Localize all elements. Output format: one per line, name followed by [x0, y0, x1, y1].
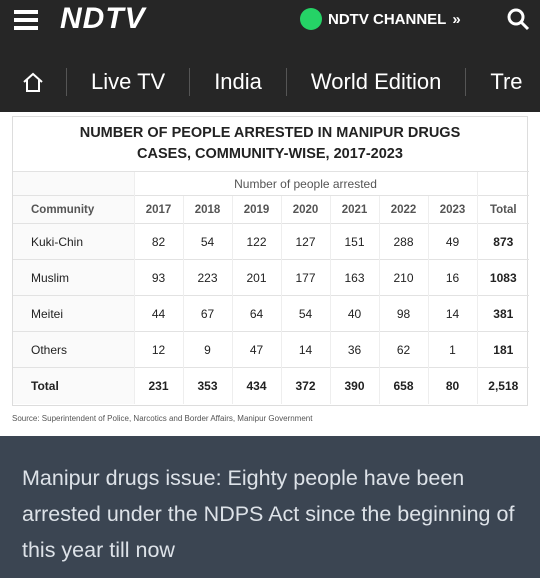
header-cell: Community — [13, 195, 134, 224]
table-cell: 40 — [329, 295, 379, 332]
table-cell: Kuki-Chin — [13, 223, 134, 260]
table-card: NUMBER OF PEOPLE ARRESTED IN MANIPUR DRU… — [12, 116, 530, 406]
table-cell: 127 — [280, 223, 330, 260]
table-cell: 54 — [280, 295, 330, 332]
source-note: Source: Superintendent of Police, Narcot… — [12, 414, 313, 423]
table-cell: 223 — [182, 259, 232, 296]
table-cell: 16 — [427, 259, 478, 296]
headline[interactable]: Manipur drugs issue: Eighty people have … — [22, 466, 515, 562]
headline-panel: Manipur drugs issue: Eighty people have … — [0, 436, 540, 578]
table-cell: 36 — [329, 331, 379, 368]
table-cell: 14 — [280, 331, 330, 368]
table-cell: 12 — [133, 331, 183, 368]
logo[interactable]: NDTV — [60, 2, 146, 35]
table-cell: Meitei — [13, 295, 134, 332]
table-cell: 658 — [378, 367, 428, 404]
table-cell: 49 — [427, 223, 478, 260]
table-cell: 54 — [182, 223, 232, 260]
table-cell: 231 — [133, 367, 183, 404]
home-icon[interactable] — [22, 71, 44, 93]
data-table: Number of people arrested Community 2017 20… — [13, 171, 530, 404]
table-cell: Muslim — [13, 259, 134, 296]
table-row: Total 231 353 434 372 390 658 80 2,518 — [13, 367, 530, 404]
group-header: Number of people arrested — [133, 171, 478, 196]
table-cell: 1083 — [476, 259, 530, 296]
header-cell: 2019 — [231, 195, 281, 224]
table-cell: 181 — [476, 331, 530, 368]
table-cell: 2,518 — [476, 367, 530, 404]
table-cell: 14 — [427, 295, 478, 332]
table-cell: 47 — [231, 331, 281, 368]
table-cell: 873 — [476, 223, 530, 260]
table-cell: 80 — [427, 367, 478, 404]
search-icon[interactable] — [506, 7, 530, 31]
table-cell: 163 — [329, 259, 379, 296]
table-cell: Others — [13, 331, 134, 368]
header-cell: 2020 — [280, 195, 330, 224]
table-cell: 151 — [329, 223, 379, 260]
nav-item[interactable]: Live TV — [66, 68, 189, 96]
header-cell: 2021 — [329, 195, 379, 224]
table-cell: 1 — [427, 331, 478, 368]
header-cell: 2017 — [133, 195, 183, 224]
app-header: NDTV NDTV CHANNEL » Live TV India World Ed… — [0, 0, 540, 112]
header-cell: 2018 — [182, 195, 232, 224]
table-cell: 98 — [378, 295, 428, 332]
table-cell: 390 — [329, 367, 379, 404]
table-row: Others 12 9 47 14 36 62 1 181 — [13, 331, 530, 368]
empty-cell — [13, 171, 134, 196]
table-cell: 201 — [231, 259, 281, 296]
table-cell: 122 — [231, 223, 281, 260]
empty-cell — [476, 171, 530, 196]
header-row: Community 2017 2018 2019 2020 2021 2022 2023 Tot… — [13, 195, 530, 224]
table-cell: 82 — [133, 223, 183, 260]
nav-bar: Live TV India World Edition Tre — [0, 58, 540, 106]
table-row: Meitei 44 67 64 54 40 98 14 381 — [13, 295, 530, 332]
table-cell: 381 — [476, 295, 530, 332]
group-header-row: Number of people arrested — [13, 171, 530, 196]
nav-item[interactable]: Tre — [465, 68, 523, 96]
chevron: » — [452, 10, 461, 28]
table-cell: 9 — [182, 331, 232, 368]
table-cell: 67 — [182, 295, 232, 332]
table-cell: 353 — [182, 367, 232, 404]
nav-item[interactable]: World Edition — [285, 68, 465, 96]
table-cell: 372 — [280, 367, 330, 404]
table-title: NUMBER OF PEOPLE ARRESTED IN MANIPUR DRU… — [79, 125, 461, 162]
table-cell: 93 — [133, 259, 183, 296]
table-cell: 62 — [378, 331, 428, 368]
table-cell: 288 — [378, 223, 428, 260]
table-cell: 434 — [231, 367, 281, 404]
channel-link[interactable]: NDTV CHANNEL » — [300, 8, 461, 30]
table-row: Muslim 93 223 201 177 163 210 16 1083 — [13, 259, 530, 296]
header-cell: 2022 — [378, 195, 428, 224]
nav-item[interactable]: India — [189, 68, 286, 96]
table-cell: 210 — [378, 259, 428, 296]
whatsapp-icon — [300, 8, 322, 30]
channel-label: NDTV CHANNEL — [328, 10, 447, 28]
table-cell: 44 — [133, 295, 183, 332]
table-cell: Total — [13, 367, 134, 404]
table-cell: 64 — [231, 295, 281, 332]
header-cell: Total — [476, 195, 530, 224]
menu-icon[interactable] — [14, 10, 40, 30]
table-cell: 177 — [280, 259, 330, 296]
header-cell: 2023 — [427, 195, 478, 224]
table-row: Kuki-Chin 82 54 122 127 151 288 49 873 — [13, 223, 530, 260]
